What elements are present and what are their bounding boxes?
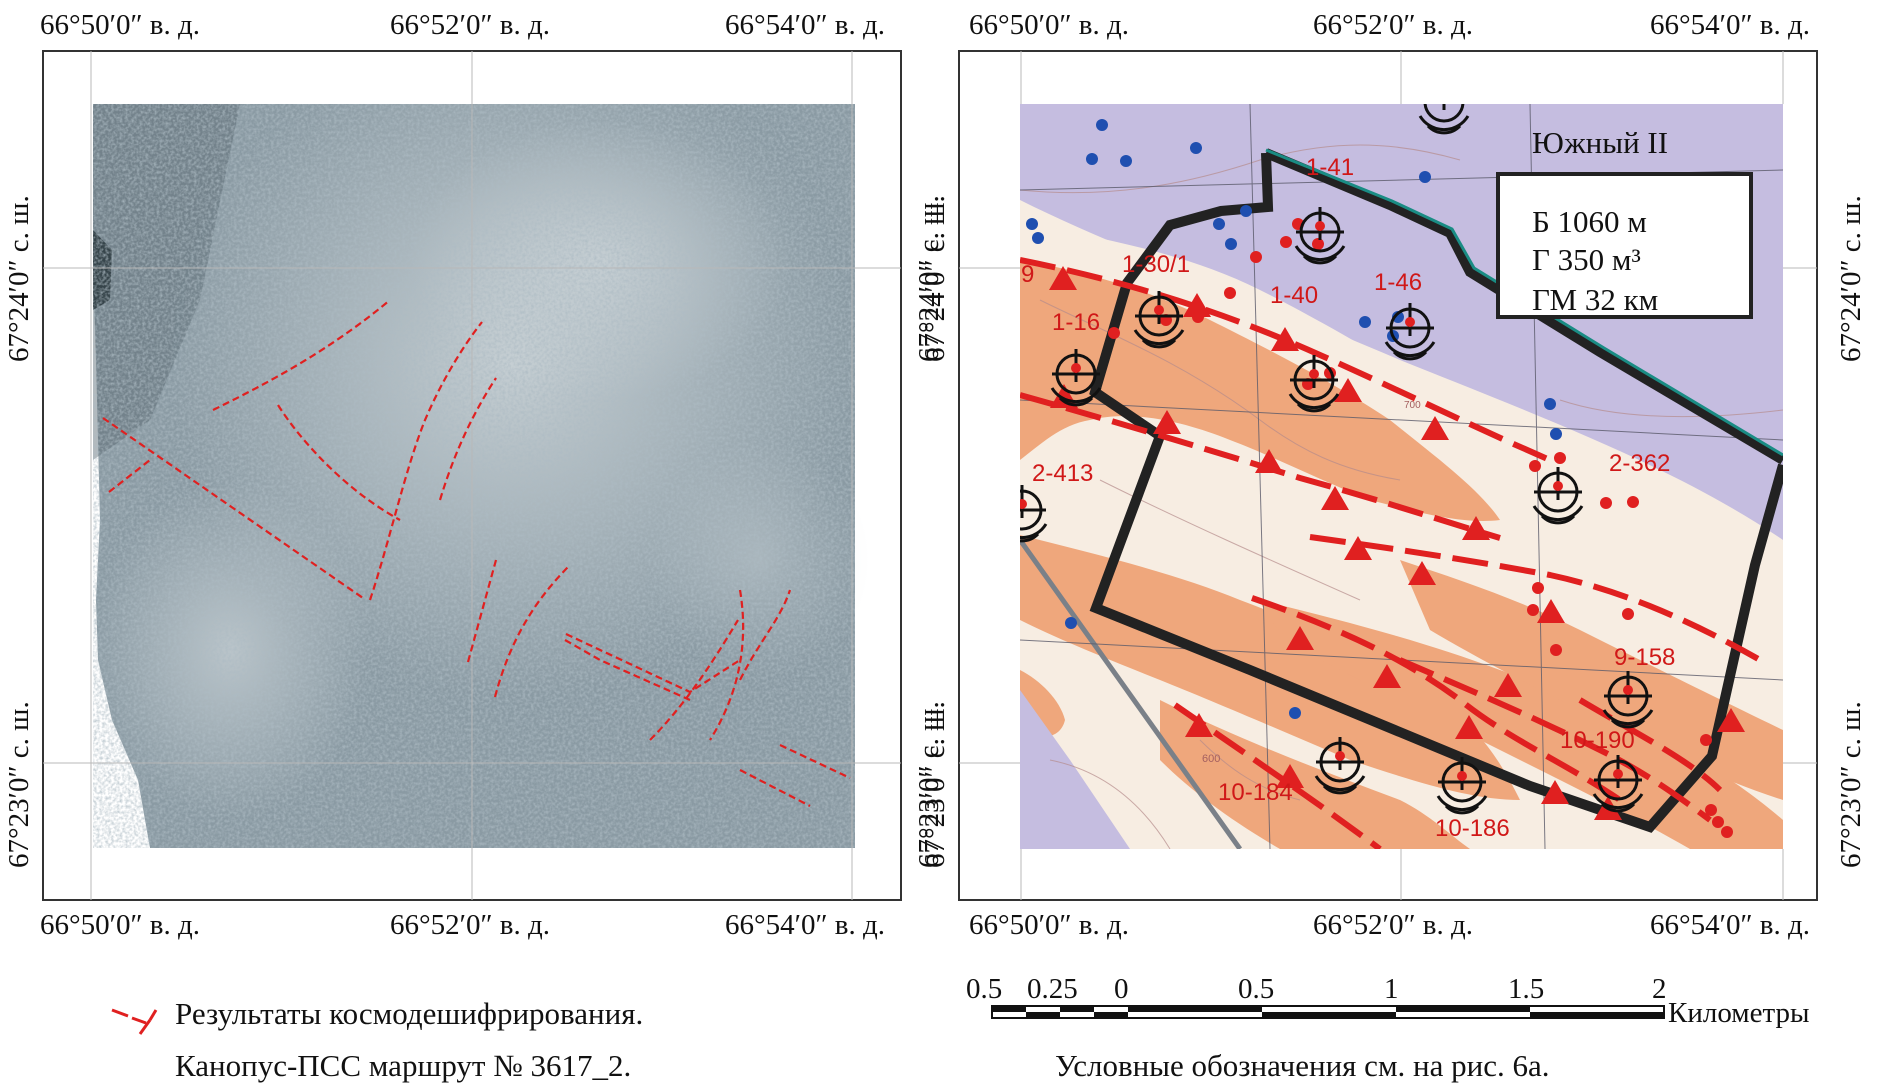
map-label-1-40: 1-40 (1270, 282, 1318, 309)
map-label-9: 9 (1021, 261, 1034, 288)
left-top-lon-1: 66°50′0″ в. д. (40, 9, 200, 41)
map-label-10-184: 10-184 (1218, 779, 1293, 806)
scale-tick-2: 2 (1652, 973, 1667, 1005)
left-top-lon-2: 66°52′0″ в. д. (390, 9, 550, 41)
scale-unit: Километры (1668, 997, 1810, 1029)
left-bottom-lon-1: 66°50′0″ в. д. (40, 909, 200, 941)
right-bottom-lon-2: 66°52′0″ в. д. (1313, 909, 1473, 941)
right-top-lon-3: 66°54′0″ в. д. (1650, 9, 1810, 41)
box-param-gm: ГМ 32 км (1532, 282, 1658, 317)
scale-tick-0: 0 (1114, 973, 1129, 1005)
right-right-lat-1: 67°24′0″ с. ш. (1835, 195, 1867, 362)
map-label-1-16: 1-16 (1052, 309, 1100, 336)
scale-tick-1-5: 1.5 (1508, 973, 1544, 1005)
right-map: 1-41 1-46 1-30/1 1-40 1-16 2-413 2-362 9… (919, 9, 1867, 941)
right-legend-note: Условные обозначения см. на рис. 6а. (1055, 1048, 1550, 1083)
box-param-g: Г 350 м³ (1532, 242, 1641, 277)
left-right-lat-1: 67°24′0″ с. ш. (913, 195, 945, 362)
left-top-lon-3: 66°54′0″ в. д. (725, 9, 885, 41)
left-bottom-lon-2: 66°52′0″ в. д. (390, 909, 550, 941)
satellite-image (90, 104, 870, 848)
right-grid (959, 51, 1817, 900)
left-right-lat-2: 67°23′0″ с. ш. (913, 701, 945, 868)
red-points (1108, 218, 1733, 838)
scale-tick-0-25: 0.25 (1027, 973, 1078, 1005)
scale-bar: 0.5 0.25 0 0.5 1 1.5 2 Километры (966, 973, 1810, 1029)
geology-map: 1-41 1-46 1-30/1 1-40 1-16 2-413 2-362 9… (1020, 104, 1783, 849)
left-map: 66°50′0″ в. д. 66°52′0″ в. д. 66°54′0″ в… (3, 9, 945, 941)
left-legend-line-1: Результаты космодешифрирования. (175, 996, 644, 1031)
fault-lines (1020, 257, 1762, 849)
box-param-b: Б 1060 м (1532, 204, 1647, 239)
right-top-lon-1: 66°50′0″ в. д. (969, 9, 1129, 41)
map-label-1-46: 1-46 (1374, 269, 1422, 296)
area-name: Южный II (1532, 125, 1668, 160)
contour-label-600: 600 (1202, 753, 1220, 765)
map-label-10-190: 10-190 (1560, 727, 1635, 754)
left-legend-line-2: Канопус-ПСС маршрут № 3617_2. (175, 1048, 632, 1083)
right-left-lat-1: 67°24′0″ с. ш. (919, 195, 951, 362)
scale-tick-1: 1 (1384, 973, 1399, 1005)
left-bottom-lon-3: 66°54′0″ в. д. (725, 909, 885, 941)
right-bottom-lon-3: 66°54′0″ в. д. (1650, 909, 1810, 941)
deposit-info-box: Б 1060 м Г 350 м³ ГМ 32 км (1496, 172, 1753, 319)
right-left-lat-2: 67°23′0″ с. ш. (919, 701, 951, 868)
blue-points (1026, 119, 1562, 719)
left-left-lat-1: 67°24′0″ с. ш. (3, 195, 35, 362)
right-top-lon-2: 66°52′0″ в. д. (1313, 9, 1473, 41)
right-right-lat-2: 67°23′0″ с. ш. (1835, 701, 1867, 868)
lineament-legend-icon (111, 1008, 158, 1035)
contour-label-700: 700 (1404, 400, 1421, 411)
right-bottom-lon-1: 66°50′0″ в. д. (969, 909, 1129, 941)
scale-tick-0-5: 0.5 (1238, 973, 1274, 1005)
map-label-1-41: 1-41 (1306, 154, 1354, 181)
map-label-10-186: 10-186 (1435, 815, 1510, 842)
scale-tick-0-5-left: 0.5 (966, 973, 1002, 1005)
left-grid (43, 51, 901, 900)
left-left-lat-2: 67°23′0″ с. ш. (3, 701, 35, 868)
map-label-1-30-1: 1-30/1 (1122, 251, 1190, 278)
map-label-2-413: 2-413 (1032, 460, 1093, 487)
lineaments (102, 299, 851, 807)
map-label-2-362: 2-362 (1609, 450, 1670, 477)
map-label-9-158: 9-158 (1614, 644, 1675, 671)
